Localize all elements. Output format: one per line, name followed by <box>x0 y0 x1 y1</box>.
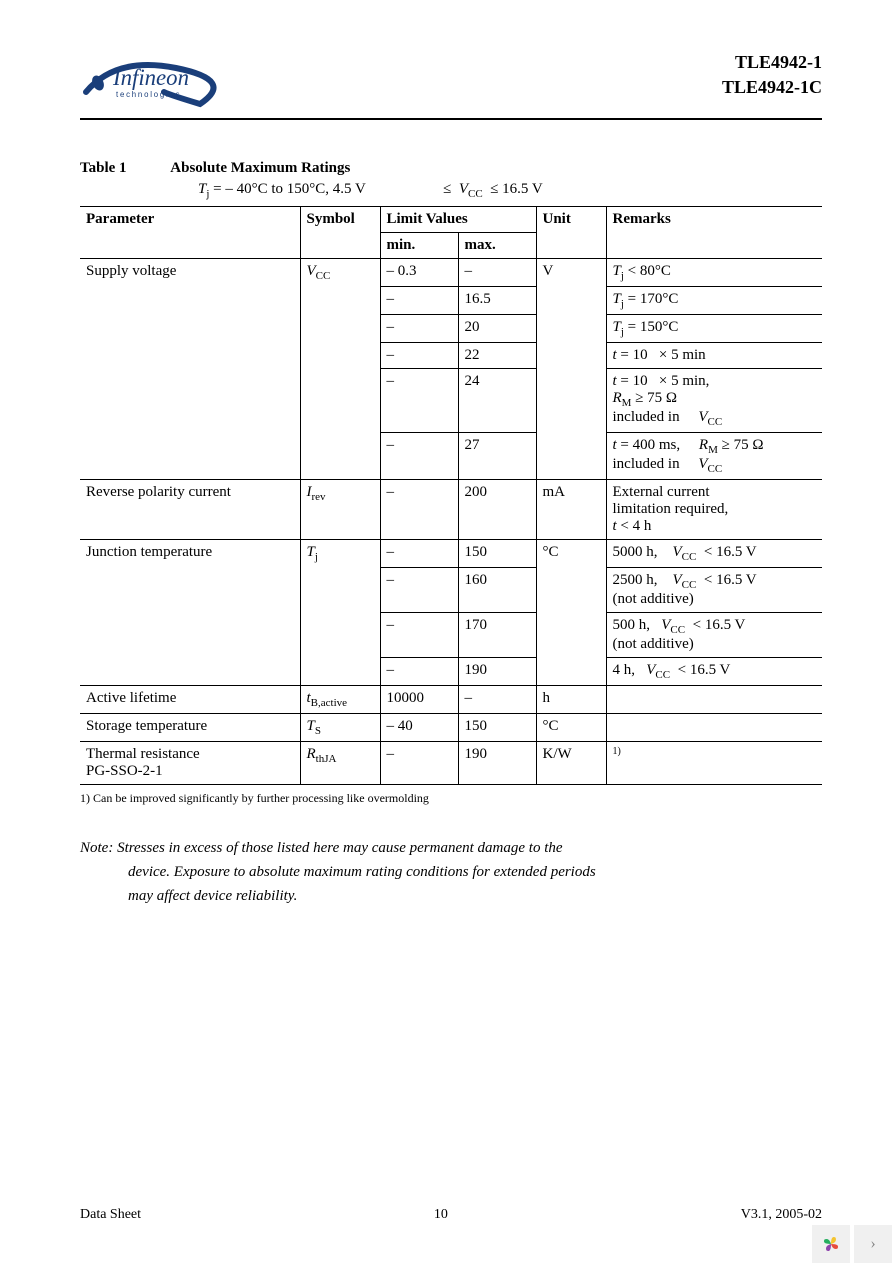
note-block: Note: Stresses in excess of those listed… <box>80 836 822 908</box>
table-row: Reverse polarity currentIrev–200mAExtern… <box>80 480 822 540</box>
col-symbol: Symbol <box>300 207 380 259</box>
table-caption: Table 1 Absolute Maximum Ratings <box>80 160 822 177</box>
footer-page: 10 <box>434 1207 448 1223</box>
logo-text: Infineon <box>112 65 189 90</box>
table-conditions: Tj = – 40°C to 150°C, 4.5 V ≤ VCC ≤ 16.5… <box>198 181 822 200</box>
table-row: Storage temperatureTS– 40150°C <box>80 714 822 742</box>
chevron-right-icon: › <box>870 1235 875 1253</box>
nav-corner: › <box>812 1225 892 1263</box>
condition-left: Tj = – 40°C to 150°C, 4.5 V <box>198 181 366 197</box>
note-line3: may affect device reliability. <box>128 884 822 908</box>
col-unit: Unit <box>536 207 606 259</box>
col-max: max. <box>458 233 536 259</box>
footer-left: Data Sheet <box>80 1207 141 1223</box>
col-limit: Limit Values <box>380 207 536 233</box>
table-row: Active lifetimetB,active10000–h <box>80 686 822 714</box>
part-number-2: TLE4942-1C <box>722 75 822 100</box>
logo: Infineon technologies <box>80 50 260 110</box>
table-title: Absolute Maximum Ratings <box>170 160 350 176</box>
footer-right: V3.1, 2005-02 <box>741 1207 822 1223</box>
part-number-block: TLE4942-1 TLE4942-1C <box>722 50 822 100</box>
table-row: Thermal resistancePG-SSO-2-1RthJA–190K/W… <box>80 742 822 785</box>
nav-next-button[interactable]: › <box>854 1225 892 1263</box>
page-header: Infineon technologies TLE4942-1 TLE4942-… <box>80 50 822 120</box>
condition-right: ≤ VCC ≤ 16.5 V <box>443 181 543 197</box>
col-min: min. <box>380 233 458 259</box>
note-line2: device. Exposure to absolute maximum rat… <box>128 860 822 884</box>
table-label: Table 1 <box>80 160 127 176</box>
ratings-table: Parameter Symbol Limit Values Unit Remar… <box>80 206 822 785</box>
part-number-1: TLE4942-1 <box>722 50 822 75</box>
col-remarks: Remarks <box>606 207 822 259</box>
petal-icon <box>820 1233 842 1255</box>
col-parameter: Parameter <box>80 207 300 259</box>
nav-home-button[interactable] <box>812 1225 850 1263</box>
page-footer: Data Sheet 10 V3.1, 2005-02 <box>80 1207 822 1223</box>
infineon-logo-icon: Infineon technologies <box>80 50 260 110</box>
logo-subtext: technologies <box>116 90 181 99</box>
table-row: Junction temperatureTj–150°C5000 h, VCC … <box>80 540 822 568</box>
note-line1: Note: Stresses in excess of those listed… <box>80 836 822 860</box>
table-footnote: 1) Can be improved significantly by furt… <box>80 791 822 806</box>
table-row: Supply voltageVCC– 0.3–VTj < 80°C <box>80 259 822 287</box>
